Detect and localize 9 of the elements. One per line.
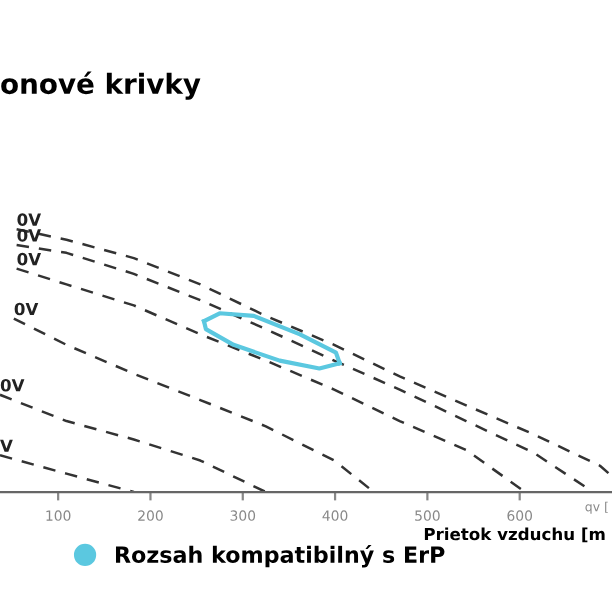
series-label: 0V [17, 213, 42, 226]
legend-label: Rozsah kompatibilný s ErP [115, 544, 445, 568]
series-label: 0V [0, 378, 25, 392]
series-label: 0V [17, 229, 42, 242]
chart-title: onové krivky [1, 71, 201, 100]
series-label: 0V [17, 252, 42, 266]
x-axis-title: Prietok vzduchu [m [424, 527, 605, 543]
series-label: V [0, 439, 13, 452]
series-label: 0V [14, 302, 39, 316]
